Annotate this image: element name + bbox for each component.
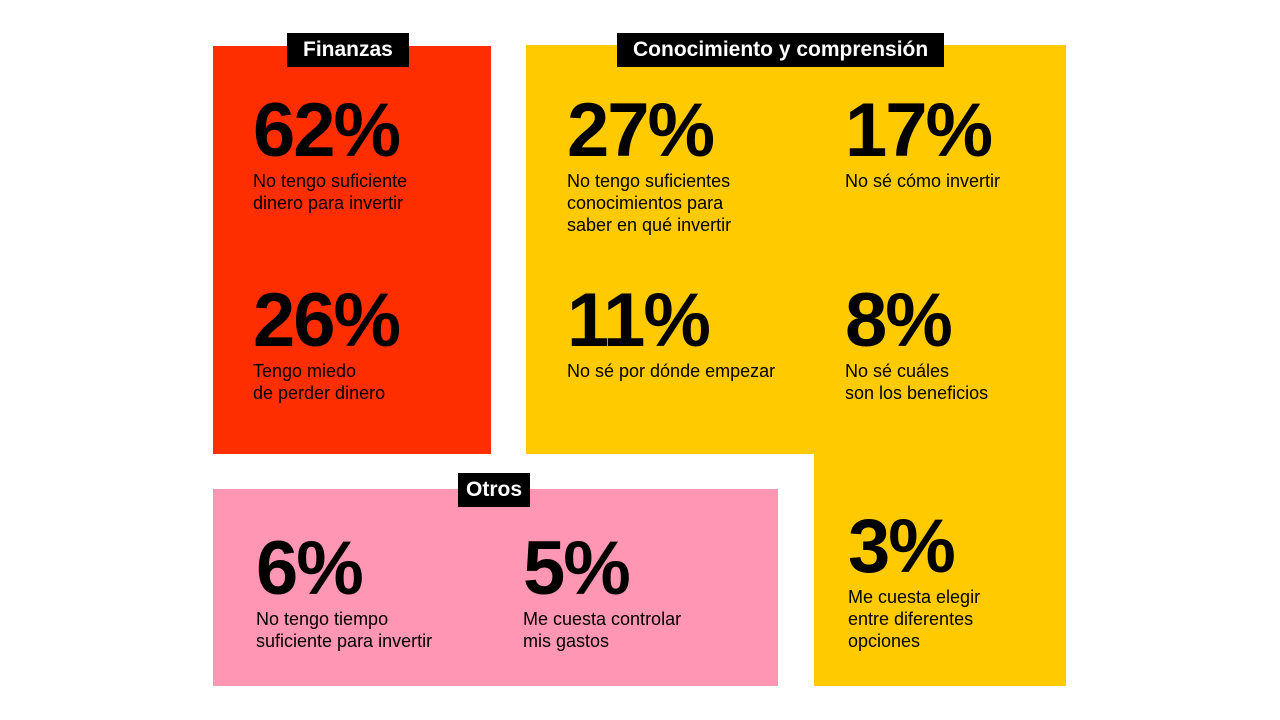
finanzas-label: Finanzas (287, 33, 409, 67)
stat-text: No sé cuáles son los beneficios (845, 361, 989, 403)
stat-text: No sé cómo invertir (845, 171, 1001, 191)
stat-value: 8% (845, 278, 953, 363)
finanzas-panel (213, 46, 491, 454)
stat-value: 6% (256, 526, 364, 611)
conocimiento-panel-bottom (814, 453, 1066, 686)
otros-panel (213, 489, 778, 686)
stat-value: 26% (253, 278, 401, 363)
stat-text: No tengo tiempo suficiente para invertir (256, 609, 433, 651)
stat-26: 26% Tengo miedo de perder dinero (253, 278, 401, 404)
stat-27: 27% No tengo suficientes conocimientos p… (567, 88, 732, 236)
stat-value: 62% (253, 88, 401, 173)
stat-11: 11% No sé por dónde empezar (567, 278, 776, 382)
stat-text: No tengo suficientes conocimientos para … (567, 171, 732, 235)
stat-text: No sé por dónde empezar (567, 361, 776, 381)
stat-8: 8% No sé cuáles son los beneficios (845, 278, 989, 404)
otros-label: Otros (458, 473, 531, 507)
stat-value: 3% (848, 504, 956, 589)
conocimiento-panel-top (526, 45, 1066, 454)
stat-text: Me cuesta elegir entre diferentes opcion… (848, 587, 981, 651)
stat-value: 11% (567, 278, 711, 363)
stat-6: 6% No tengo tiempo suficiente para inver… (256, 526, 433, 652)
stat-value: 27% (567, 88, 715, 173)
stat-62: 62% No tengo suficiente dinero para inve… (253, 88, 408, 214)
stat-value: 17% (845, 88, 993, 173)
stat-3: 3% Me cuesta elegir entre diferentes opc… (848, 504, 981, 652)
stat-value: 5% (523, 526, 631, 611)
stat-text: No tengo suficiente dinero para invertir (253, 171, 408, 213)
stat-5: 5% Me cuesta controlar mis gastos (523, 526, 682, 652)
stat-text: Me cuesta controlar mis gastos (523, 609, 682, 651)
stat-text: Tengo miedo de perder dinero (253, 361, 386, 403)
conocimiento-label: Conocimiento y comprensión (617, 33, 945, 67)
stat-17: 17% No sé cómo invertir (845, 88, 1001, 192)
